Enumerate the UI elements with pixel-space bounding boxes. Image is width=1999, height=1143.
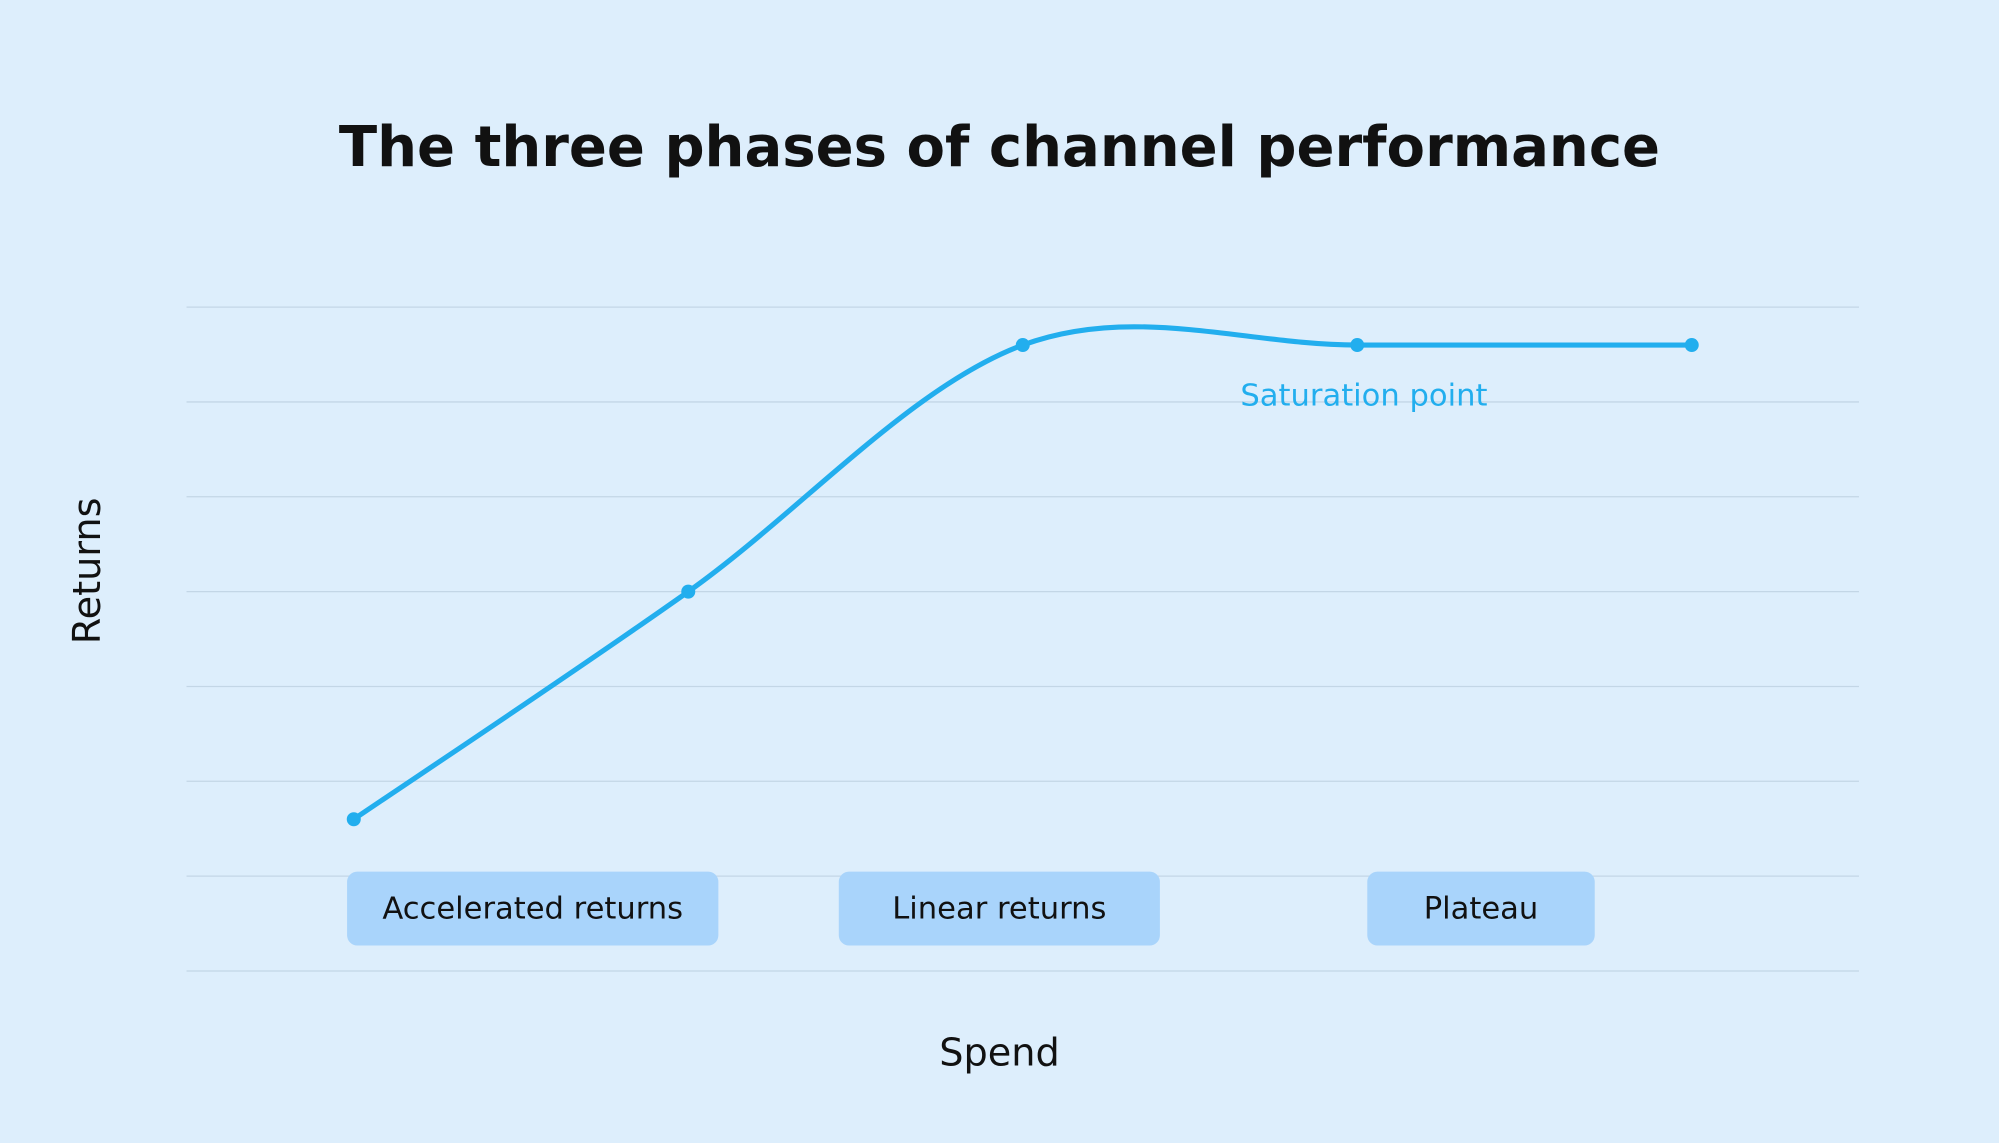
phase-label: Accelerated returns: [382, 891, 683, 926]
point: [346, 812, 361, 827]
chart-title: The three phases of channel performance: [339, 115, 1660, 180]
phase-box: [838, 871, 1160, 946]
line: [351, 324, 1695, 822]
phase-label: Linear returns: [892, 891, 1106, 926]
point: [681, 584, 696, 599]
phase-box: [1367, 871, 1595, 946]
phase-box: [347, 871, 719, 946]
point: [1684, 338, 1699, 353]
y-axis-label: Returns: [66, 497, 110, 644]
annotation: Saturation point: [1240, 379, 1487, 414]
point: [1350, 338, 1365, 353]
phase-label: Plateau: [1424, 891, 1539, 926]
x-axis-label: Spend: [939, 1032, 1060, 1076]
point: [1015, 338, 1030, 353]
